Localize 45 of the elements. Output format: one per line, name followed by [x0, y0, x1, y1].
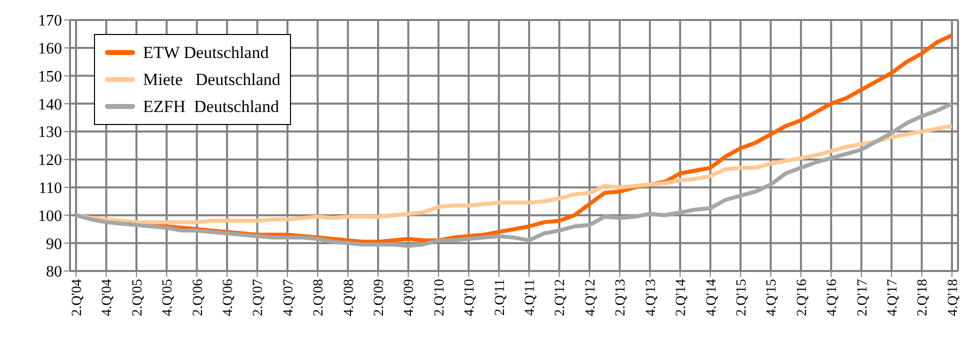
x-tick-label: 4.Q'04: [100, 279, 116, 316]
x-tick-label: 2.Q'13: [614, 279, 629, 316]
x-tick-label: 4.Q'13: [644, 279, 659, 316]
x-tick-label: 2.Q'04: [70, 279, 85, 316]
x-tick-label: 4.Q'06: [221, 279, 236, 316]
x-tick-label: 4.Q'08: [342, 279, 357, 316]
x-tick-label: 4.Q'07: [281, 279, 296, 316]
x-tick-label: 2.Q'18: [916, 279, 931, 316]
y-tick-label: 80: [46, 264, 62, 281]
y-tick-label: 110: [38, 180, 62, 198]
x-tick-label: 2.Q'09: [372, 279, 388, 316]
line-series: [74, 124, 954, 224]
x-tick-label: 2.Q'05: [130, 279, 146, 316]
y-tick-label: 140: [38, 96, 62, 114]
y-tick-label: 100: [38, 208, 62, 225]
x-tick-label: 4.Q'17: [885, 279, 900, 316]
x-tick-label: 2.Q'08: [312, 279, 327, 316]
x-tick-label: 4.Q'05: [160, 279, 176, 316]
x-tick-label: 2.Q'12: [553, 279, 568, 316]
x-tick-label: 4.Q'15: [764, 279, 780, 316]
x-tick-label: 2.Q'14: [674, 279, 690, 316]
x-tick-label: 4.Q'18: [946, 279, 961, 316]
y-tick-label: 90: [46, 236, 62, 253]
x-tick-label: 2.Q'07: [251, 279, 266, 316]
legend-label: Miete Deutschland: [143, 70, 280, 90]
y-tick-label: 150: [38, 68, 62, 86]
line-series: [74, 102, 954, 248]
y-tick-label: 160: [38, 40, 62, 58]
legend-label: EZFH Deutschland: [143, 96, 279, 116]
x-tick-label: 4.Q'16: [825, 279, 840, 316]
x-tick-label: 2.Q'17: [855, 279, 870, 316]
y-tick-label: 130: [38, 124, 62, 142]
x-tick-label: 2.Q'11: [492, 279, 508, 316]
x-tick-label: 2.Q'06: [190, 279, 206, 316]
x-tick-label: 4.Q'09: [402, 279, 418, 316]
x-tick-label: 4.Q'10: [462, 279, 478, 316]
x-tick-label: 4.Q'14: [704, 279, 720, 316]
x-tick-label: 2.Q'15: [734, 279, 750, 316]
x-tick-label: 2.Q'10: [432, 279, 448, 316]
legend-label: ETW Deutschland: [143, 42, 269, 62]
x-tick-label: 4.Q'11: [523, 279, 538, 316]
x-tick-label: 2.Q'16: [794, 279, 810, 316]
x-tick-label: 4.Q'12: [583, 279, 598, 316]
y-tick-label: 120: [38, 152, 62, 170]
y-tick-label: 170: [38, 12, 62, 30]
